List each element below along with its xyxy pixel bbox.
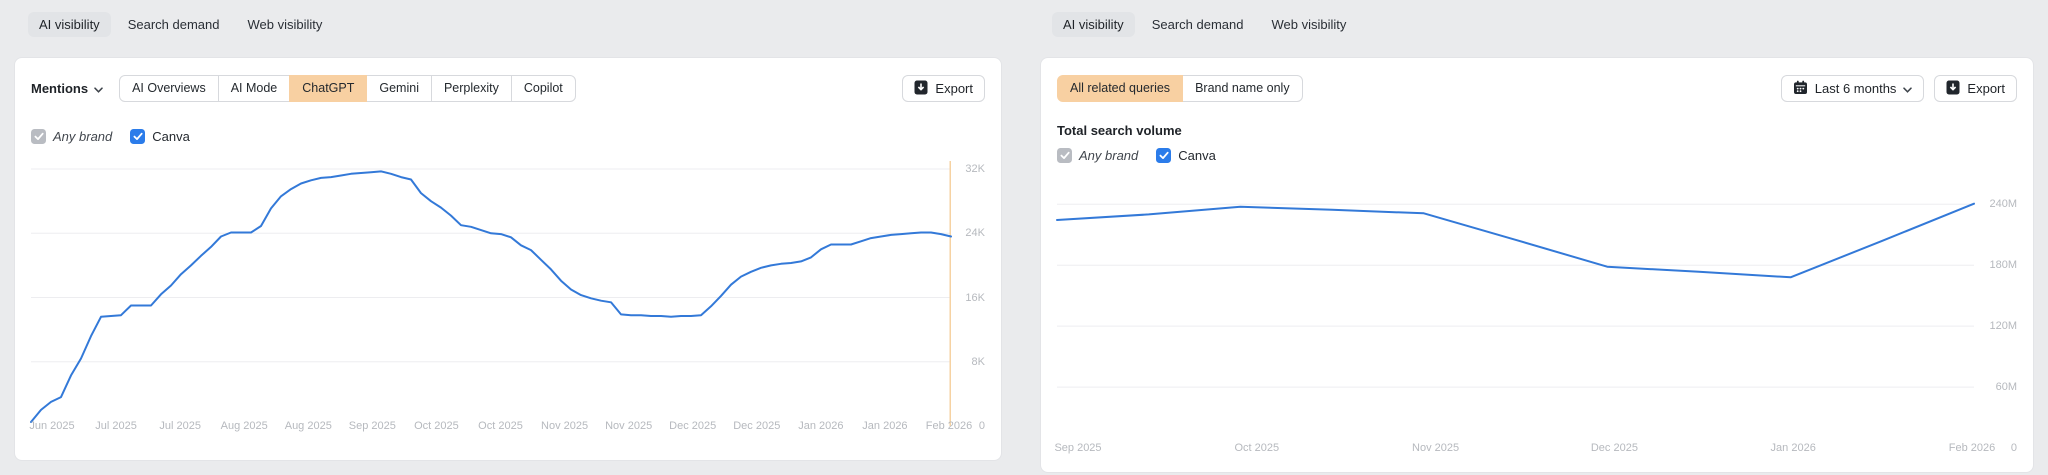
segment-ai-overviews[interactable]: AI Overviews — [119, 75, 219, 102]
x-axis-label: Dec 2025 — [1590, 442, 1638, 454]
x-axis-label: Feb 2026 — [1948, 442, 1996, 454]
chevron-down-icon — [1903, 81, 1913, 96]
x-axis-label: Aug 2025 — [220, 420, 268, 432]
tab-web-visibility[interactable]: Web visibility — [1271, 17, 1347, 32]
series-line-canva — [30, 170, 952, 423]
segment-gemini[interactable]: Gemini — [366, 75, 432, 102]
query-segmented-control: All related queries Brand name only — [1057, 75, 1303, 102]
segment-brand-name-only[interactable]: Brand name only — [1182, 75, 1303, 102]
any-brand-label: Any brand — [53, 129, 113, 144]
canva-label: Canva — [1178, 148, 1216, 163]
search-volume-chart — [1056, 191, 1975, 448]
brand-legend: Any brand Canva — [1057, 148, 1216, 163]
export-label: Export — [1967, 81, 2005, 96]
left-panel-tabs: AI visibility Search demand Web visibili… — [28, 12, 333, 37]
export-icon — [1946, 80, 1960, 98]
tab-search-demand[interactable]: Search demand — [1151, 17, 1244, 32]
x-axis-label: Jul 2025 — [159, 420, 201, 432]
x-axis-label: Sep 2025 — [1054, 442, 1102, 454]
tab-ai-visibility[interactable]: AI visibility — [1052, 12, 1135, 37]
canva-label: Canva — [152, 129, 190, 144]
any-brand-checkbox[interactable] — [31, 129, 46, 144]
y-axis-label: 24K — [965, 227, 985, 240]
x-axis-label: Jan 2026 — [862, 420, 908, 432]
mentions-dropdown[interactable]: Mentions — [31, 81, 103, 96]
y-axis-label: 120M — [1989, 320, 2017, 333]
y-axis-label: 0 — [978, 420, 985, 432]
y-axis-label: 240M — [1989, 198, 2017, 211]
y-axis-label: 8K — [971, 355, 985, 368]
x-axis-label: Oct 2025 — [1234, 442, 1280, 454]
x-axis-label: Jan 2026 — [1770, 442, 1816, 454]
chart-title: Total search volume — [1057, 123, 1182, 138]
series-line-canva — [1056, 202, 1975, 279]
segment-chatgpt[interactable]: ChatGPT — [289, 75, 368, 102]
export-button[interactable]: Export — [1934, 75, 2017, 102]
y-axis-label: 0 — [2010, 442, 2017, 454]
segment-copilot[interactable]: Copilot — [510, 75, 576, 102]
x-axis-label: Nov 2025 — [541, 420, 589, 432]
x-axis-label: Sep 2025 — [348, 420, 396, 432]
segment-perplexity[interactable]: Perplexity — [430, 75, 512, 102]
tab-web-visibility[interactable]: Web visibility — [247, 17, 323, 32]
y-axis-label: 60M — [1995, 381, 2017, 394]
mentions-card: Mentions AI Overviews AI Mode ChatGPT Ge… — [14, 57, 1002, 461]
mentions-chart-canvas — [30, 161, 952, 426]
toolbar-right: Export — [902, 75, 985, 102]
x-axis-label: Dec 2025 — [669, 420, 717, 432]
export-label: Export — [935, 81, 973, 96]
legend-canva[interactable]: Canva — [130, 129, 190, 144]
check-icon — [34, 132, 44, 140]
mentions-chart — [30, 161, 952, 426]
brand-legend: Any brand Canva — [31, 129, 190, 144]
x-axis-label: Aug 2025 — [284, 420, 332, 432]
canva-checkbox[interactable] — [130, 129, 146, 144]
mentions-dropdown-label: Mentions — [31, 81, 89, 96]
check-icon — [1060, 151, 1070, 159]
search-volume-card: All related queries Brand name only Last… — [1040, 57, 2034, 473]
y-axis-label: 32K — [965, 163, 985, 176]
check-icon — [133, 132, 143, 140]
x-axis-label: Jun 2025 — [29, 420, 75, 432]
y-axis-label: 180M — [1989, 259, 2017, 272]
date-range-button[interactable]: Last 6 months — [1780, 75, 1925, 102]
x-axis-label: Nov 2025 — [605, 420, 653, 432]
x-axis-label: Feb 2026 — [925, 420, 973, 432]
x-axis-label: Oct 2025 — [414, 420, 459, 432]
legend-any-brand[interactable]: Any brand — [1057, 148, 1138, 163]
search-volume-chart-canvas — [1056, 202, 1975, 388]
x-axis-label: Jul 2025 — [95, 420, 137, 432]
segment-ai-mode[interactable]: AI Mode — [217, 75, 291, 102]
tab-search-demand[interactable]: Search demand — [127, 17, 220, 32]
chevron-down-icon — [94, 81, 103, 96]
right-panel-tabs: AI visibility Search demand Web visibili… — [1052, 12, 1357, 37]
segment-all-related-queries[interactable]: All related queries — [1057, 75, 1184, 102]
date-range-label: Last 6 months — [1814, 81, 1897, 96]
legend-any-brand[interactable]: Any brand — [31, 129, 112, 144]
mentions-toolbar: Mentions AI Overviews AI Mode ChatGPT Ge… — [31, 75, 985, 102]
toolbar-right: Last 6 months Export — [1780, 75, 2017, 102]
export-icon — [914, 80, 928, 98]
search-toolbar: All related queries Brand name only Last… — [1057, 75, 2017, 102]
model-segmented-control: AI Overviews AI Mode ChatGPT Gemini Perp… — [119, 75, 576, 102]
check-icon — [1159, 151, 1169, 159]
x-axis-label: Jan 2026 — [798, 420, 844, 432]
y-axis-label: 16K — [965, 291, 985, 304]
any-brand-checkbox[interactable] — [1057, 148, 1072, 163]
export-button[interactable]: Export — [902, 75, 985, 102]
legend-canva[interactable]: Canva — [1156, 148, 1216, 163]
calendar-icon — [1793, 80, 1808, 98]
x-axis-label: Nov 2025 — [1412, 442, 1460, 454]
x-axis-label: Oct 2025 — [478, 420, 523, 432]
tab-ai-visibility[interactable]: AI visibility — [28, 12, 111, 37]
any-brand-label: Any brand — [1079, 148, 1139, 163]
canva-checkbox[interactable] — [1156, 148, 1172, 163]
x-axis-label: Dec 2025 — [733, 420, 781, 432]
